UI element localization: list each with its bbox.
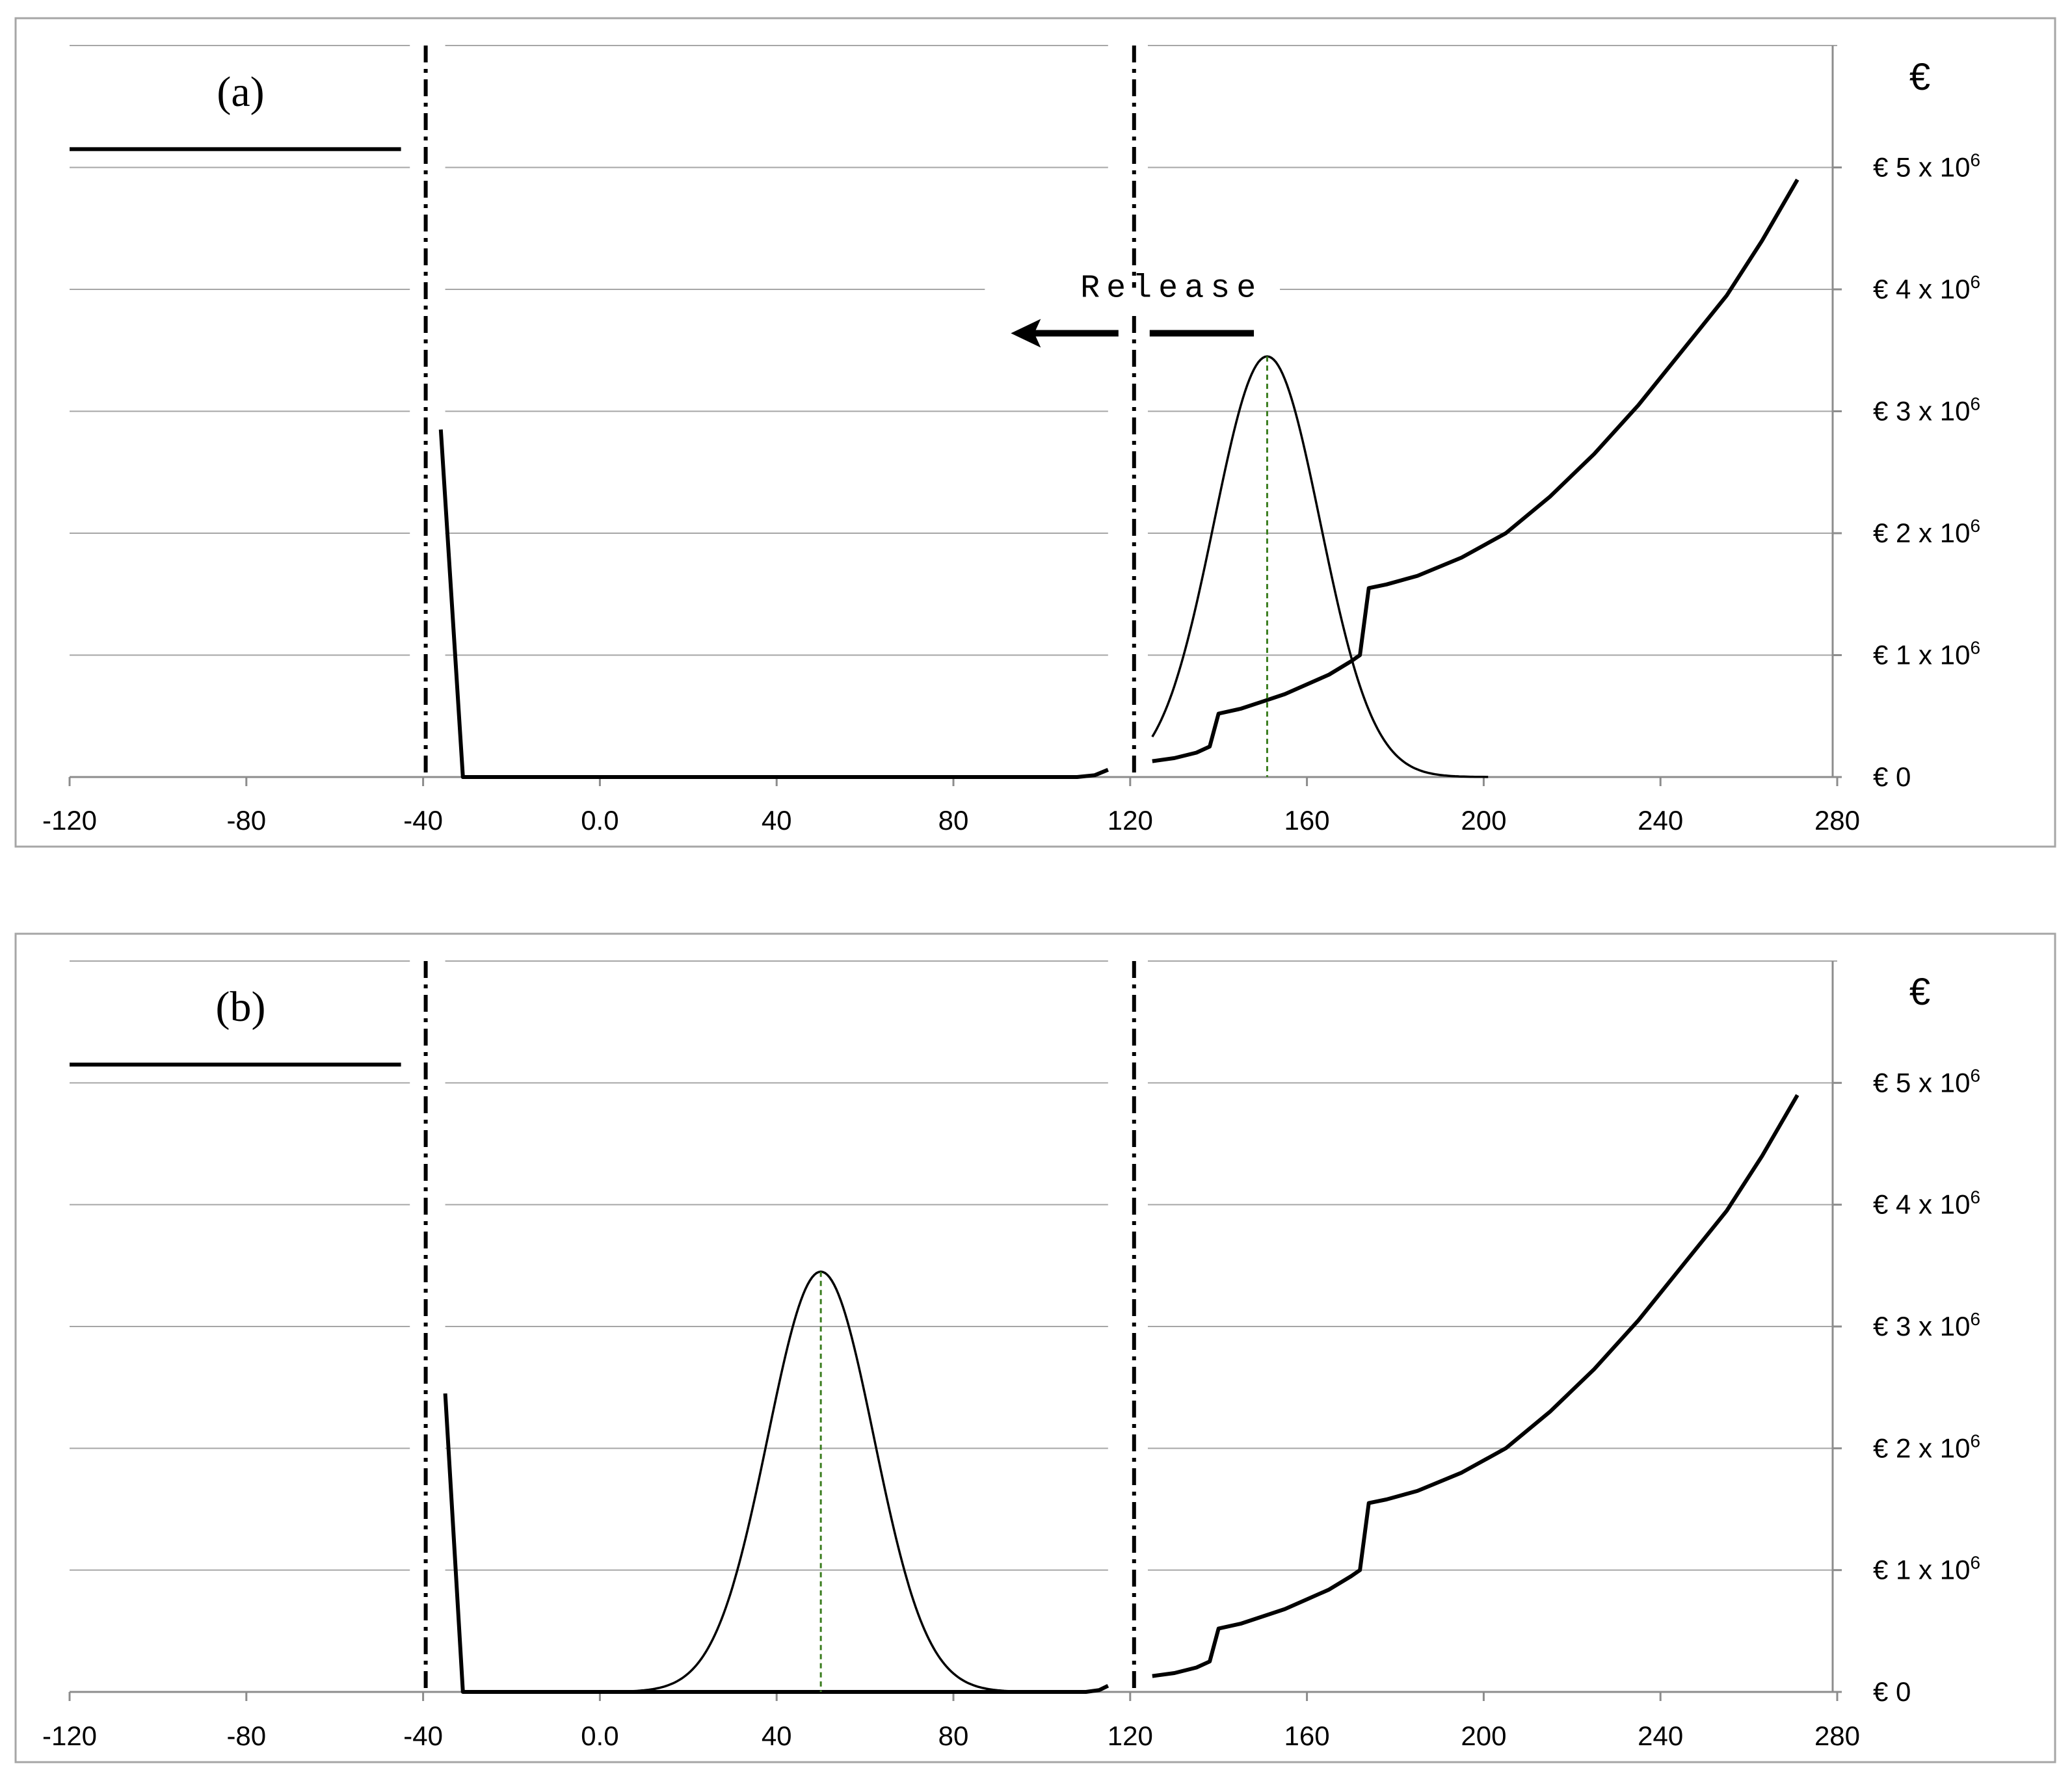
annotation-backdrop [985,287,1281,314]
y-tick-label: € 3 x 106 [1873,394,1980,427]
y-tick-label: € 5 x 106 [1873,150,1980,183]
chart-panel-a: -120 -80 -40 0.0 40 80 120 160 200 240 280 € 0 € 1 … [14,17,2056,848]
x-tick-label: 280 [1814,805,1860,836]
y-tick-label: € 0 [1873,1676,1911,1707]
x-tick-label: 0.0 [581,1721,618,1751]
x-tick-label: -40 [403,1721,443,1751]
x-tick-label: 120 [1108,1721,1153,1751]
series-distribution [1151,355,1489,778]
y-tick-label: € 0 [1873,761,1911,792]
unit-label: € [1909,56,1930,98]
chart-panel-b: -120 -80 -40 0.0 40 80 120 160 200 240 280 € 0 € 1 … [14,932,2056,1763]
y-tick-label: € 1 x 106 [1873,638,1980,670]
x-tick-label: -120 [42,805,97,836]
panel-label: (a) [217,68,264,116]
y-tick-label: € 1 x 106 [1873,1553,1980,1585]
x-tick-label: -80 [226,1721,266,1751]
x-tick-label: 240 [1638,1721,1683,1751]
series-middle-cost [443,1393,1109,1694]
x-tick-label: 240 [1638,805,1683,836]
y-tick-label: € 2 x 106 [1873,516,1980,548]
x-tick-label: 280 [1814,1721,1860,1751]
x-tick-label: 200 [1461,805,1506,836]
x-tick-label: 160 [1284,1721,1330,1751]
series-right-cost [1152,178,1800,763]
y-tick-label: € 5 x 106 [1873,1065,1980,1098]
y-tick-label: € 4 x 106 [1873,272,1980,304]
y-tick-label: € 4 x 106 [1873,1187,1980,1220]
x-tick-label: 120 [1108,805,1153,836]
x-tick-label: 40 [762,1721,792,1751]
x-tick-label: 40 [762,805,792,836]
x-tick-label: 0.0 [581,805,618,836]
series-middle-cost [438,429,1109,779]
x-tick-label: -120 [42,1721,97,1751]
x-tick-label: 80 [938,1721,969,1751]
panel-frame [14,932,2056,1763]
release-label: Release [1080,270,1262,308]
series-right-cost [1152,1094,1800,1678]
x-tick-label: -80 [226,805,266,836]
panel-label: (b) [216,983,266,1031]
release-arrow-head [1011,319,1041,348]
x-tick-label: 160 [1284,805,1330,836]
y-tick-label: € 2 x 106 [1873,1431,1980,1463]
y-tick-label: € 3 x 106 [1873,1309,1980,1341]
x-tick-label: 80 [938,805,969,836]
unit-label: € [1909,971,1930,1013]
series-distribution [600,1270,1086,1693]
x-tick-label: 200 [1461,1721,1506,1751]
panel-frame [14,17,2056,848]
x-tick-label: -40 [403,805,443,836]
